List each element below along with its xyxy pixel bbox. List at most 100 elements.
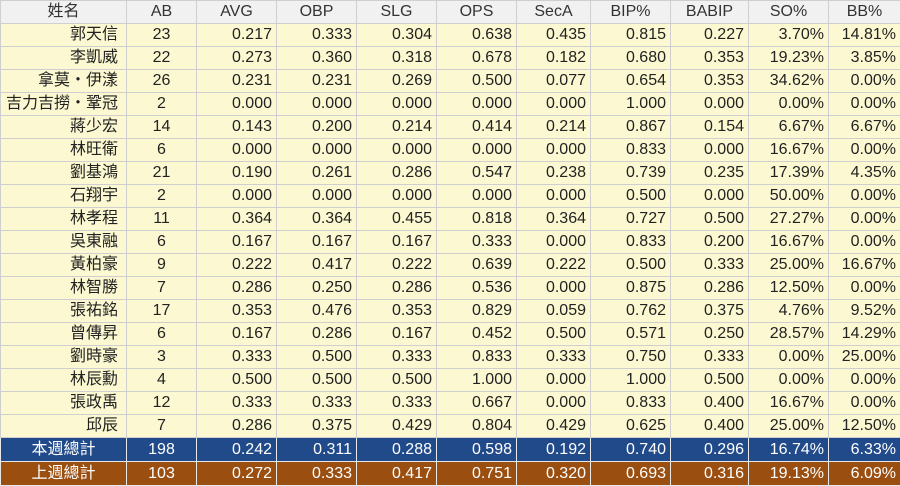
total-stat-cell: 0.192 <box>516 437 591 462</box>
stat-cell: 0.500 <box>196 368 277 392</box>
stat-cell: 0.414 <box>436 115 517 139</box>
stat-cell: 0.000 <box>436 92 517 116</box>
table-row: 石翔宇 2 0.000 0.000 0.000 0.000 0.000 0.500 0.000 5… <box>0 184 900 208</box>
stat-cell: 0.00% <box>828 368 900 392</box>
table-row: 林智勝 7 0.286 0.250 0.286 0.536 0.000 0.875 0.286 1… <box>0 276 900 300</box>
stat-cell: 0.059 <box>516 299 591 323</box>
stat-cell: 0.455 <box>356 207 437 231</box>
stat-cell: 0.500 <box>516 322 591 346</box>
stat-cell: 0.429 <box>516 414 591 438</box>
column-header: AB <box>126 0 197 24</box>
stat-cell: 0.222 <box>356 253 437 277</box>
stat-cell: 0.500 <box>276 345 357 369</box>
stat-cell: 0.077 <box>516 69 591 93</box>
stat-cell: 6 <box>126 230 197 254</box>
stat-cell: 0.167 <box>356 230 437 254</box>
stat-cell: 0.000 <box>670 92 749 116</box>
stat-cell: 0.353 <box>670 46 749 70</box>
stat-cell: 6.67% <box>748 115 829 139</box>
player-name-cell: 郭天信 <box>0 23 127 47</box>
stat-cell: 0.00% <box>748 92 829 116</box>
table-row: 林旺衛 6 0.000 0.000 0.000 0.000 0.000 0.833 0.000 1… <box>0 138 900 162</box>
stat-cell: 12.50% <box>748 276 829 300</box>
stat-cell: 0.435 <box>516 23 591 47</box>
stat-cell: 0.547 <box>436 161 517 185</box>
total-stat-cell: 0.333 <box>276 461 357 486</box>
stat-cell: 0.500 <box>436 69 517 93</box>
stat-cell: 26 <box>126 69 197 93</box>
stat-cell: 6 <box>126 138 197 162</box>
stat-cell: 16.67% <box>748 391 829 415</box>
stat-cell: 0.353 <box>196 299 277 323</box>
stat-cell: 0.536 <box>436 276 517 300</box>
stat-cell: 0.333 <box>670 253 749 277</box>
stat-cell: 0.00% <box>828 207 900 231</box>
player-name-cell: 曾傳昇 <box>0 322 127 346</box>
player-name-cell: 張政禹 <box>0 391 127 415</box>
stat-cell: 34.62% <box>748 69 829 93</box>
stat-cell: 0.286 <box>196 276 277 300</box>
stat-cell: 0.680 <box>590 46 671 70</box>
stat-cell: 2 <box>126 92 197 116</box>
stat-cell: 0.190 <box>196 161 277 185</box>
column-header: OBP <box>276 0 357 24</box>
stat-cell: 0.286 <box>670 276 749 300</box>
stat-cell: 0.000 <box>516 230 591 254</box>
stat-cell: 27.27% <box>748 207 829 231</box>
column-header: BB% <box>828 0 900 24</box>
stat-cell: 0.214 <box>356 115 437 139</box>
stat-cell: 0.167 <box>196 322 277 346</box>
stat-cell: 0.429 <box>356 414 437 438</box>
stat-cell: 0.217 <box>196 23 277 47</box>
total-label-cell: 本週總計 <box>0 437 127 462</box>
player-name-cell: 蔣少宏 <box>0 115 127 139</box>
stat-cell: 0.304 <box>356 23 437 47</box>
stat-cell: 0.333 <box>196 391 277 415</box>
stat-cell: 0.000 <box>196 92 277 116</box>
stat-cell: 0.250 <box>276 276 357 300</box>
stat-cell: 0.00% <box>828 184 900 208</box>
column-header: SO% <box>748 0 829 24</box>
stat-cell: 0.750 <box>590 345 671 369</box>
stat-cell: 0.000 <box>276 138 357 162</box>
stat-cell: 0.833 <box>590 230 671 254</box>
last-week-total-row: 上週總計 103 0.272 0.333 0.417 0.751 0.320 0.693 0.3… <box>0 461 900 486</box>
stat-cell: 0.269 <box>356 69 437 93</box>
table-row: 拿莫・伊漾 26 0.231 0.231 0.269 0.500 0.077 0.654 0.3… <box>0 69 900 93</box>
stat-cell: 0.000 <box>356 184 437 208</box>
stat-cell: 0.833 <box>436 345 517 369</box>
stat-cell: 0.200 <box>276 115 357 139</box>
stat-cell: 0.417 <box>276 253 357 277</box>
stat-cell: 0.360 <box>276 46 357 70</box>
total-stat-cell: 0.296 <box>670 437 749 462</box>
player-name-cell: 邱辰 <box>0 414 127 438</box>
player-name-cell: 石翔宇 <box>0 184 127 208</box>
table-row: 黃柏豪 9 0.222 0.417 0.222 0.639 0.222 0.500 0.333 2… <box>0 253 900 277</box>
stat-cell: 0.333 <box>276 391 357 415</box>
stat-cell: 0.364 <box>276 207 357 231</box>
stat-cell: 0.000 <box>356 138 437 162</box>
stat-cell: 0.00% <box>748 368 829 392</box>
stat-cell: 21 <box>126 161 197 185</box>
stat-cell: 7 <box>126 276 197 300</box>
stat-cell: 9 <box>126 253 197 277</box>
stat-cell: 0.571 <box>590 322 671 346</box>
player-name-cell: 拿莫・伊漾 <box>0 69 127 93</box>
total-stat-cell: 0.316 <box>670 461 749 486</box>
stat-cell: 0.476 <box>276 299 357 323</box>
stat-cell: 0.867 <box>590 115 671 139</box>
stat-cell: 0.739 <box>590 161 671 185</box>
stat-cell: 0.804 <box>436 414 517 438</box>
stat-cell: 50.00% <box>748 184 829 208</box>
stat-cell: 0.231 <box>276 69 357 93</box>
total-label-cell: 上週總計 <box>0 461 127 486</box>
stat-cell: 0.500 <box>356 368 437 392</box>
stat-cell: 3 <box>126 345 197 369</box>
stat-cell: 22 <box>126 46 197 70</box>
stat-cell: 0.000 <box>670 184 749 208</box>
stat-cell: 0.353 <box>356 299 437 323</box>
stat-cell: 0.250 <box>670 322 749 346</box>
stat-cell: 4 <box>126 368 197 392</box>
stat-cell: 0.500 <box>276 368 357 392</box>
stat-cell: 0.000 <box>436 138 517 162</box>
